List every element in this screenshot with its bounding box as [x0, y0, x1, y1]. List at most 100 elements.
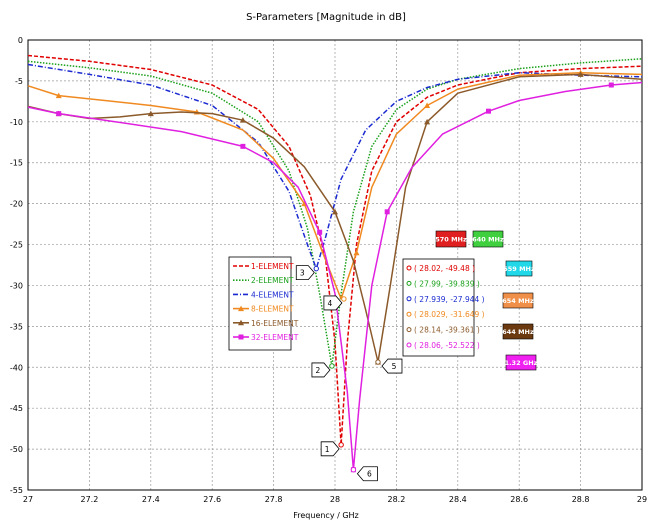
x-tick-label: 27.6 — [203, 495, 221, 504]
x-tick-label: 28.2 — [387, 495, 405, 504]
marker-1: 1 — [320, 441, 344, 457]
legend-label: 4-ELEMENT — [251, 290, 294, 299]
marker-4: 4 — [323, 295, 347, 311]
legend-label: 1-ELEMENT — [251, 262, 294, 271]
legend-entry: 2-ELEMENT — [233, 276, 294, 285]
legend-marker — [238, 334, 244, 340]
series-1-element — [27, 54, 643, 446]
x-axis-label: Frequency / GHz — [293, 511, 359, 520]
y-tick-label: -45 — [10, 404, 23, 413]
badge-bg — [502, 323, 534, 340]
marker-flag — [311, 362, 331, 378]
readout-text: ( 27.99, -39.839 ) — [414, 279, 480, 288]
y-axis-ticks: 0 -5 -10 -15 -20 -25 -30 -35 -40 -45 -50 -55 — [10, 36, 23, 495]
marker-flag — [356, 466, 378, 482]
series-point — [55, 92, 62, 99]
series-point — [424, 118, 431, 125]
readout-dot — [406, 311, 412, 317]
legend-label: 8-ELEMENT — [251, 305, 294, 314]
badge-label: 654 MHz — [502, 297, 534, 305]
bandwidth-badge: 640 MHz — [472, 230, 504, 248]
readout-row: ( 28.14, -39.361 ) — [406, 326, 480, 335]
marker-point — [350, 467, 357, 473]
series-point — [239, 117, 246, 123]
curve-markers: 1 2 3 4 5 6 — [295, 265, 403, 482]
x-tick-label: 29 — [637, 495, 647, 504]
readout-text: ( 28.06, -52.522 ) — [414, 341, 480, 350]
readout-text: ( 27.939, -27.944 ) — [414, 295, 485, 304]
legend-entry: 4-ELEMENT — [233, 290, 294, 299]
y-tick-label: -10 — [10, 118, 23, 127]
badge-bg — [435, 230, 467, 248]
bandwidth-badge: 1.32 GHz — [505, 354, 538, 371]
x-axis-ticks: 27 27.2 27.4 27.6 27.8 28 28.2 28.4 28.6 28.8 29 — [23, 495, 647, 504]
marker-point — [313, 265, 319, 272]
badge-bg — [505, 354, 537, 371]
series-point — [317, 229, 323, 235]
marker-label: 2 — [316, 366, 321, 375]
bandwidth-badge: 559 MHz — [503, 260, 535, 277]
series-line — [27, 63, 643, 270]
marker-2: 2 — [311, 362, 335, 378]
readout-row: ( 28.029, -31.649 ) — [406, 310, 485, 319]
legend-entry: 32-ELEMENT — [233, 333, 299, 342]
x-tick-label: 27.8 — [265, 495, 283, 504]
badge-label: 644 MHz — [502, 328, 534, 336]
readout-dot — [406, 280, 412, 286]
readout-dot — [406, 342, 412, 348]
readout-text: ( 28.029, -31.649 ) — [414, 310, 485, 319]
legend-entry: 16-ELEMENT — [233, 319, 299, 328]
x-tick-label: 28 — [330, 495, 340, 504]
y-tick-label: -20 — [10, 200, 23, 209]
x-tick-label: 28.8 — [572, 495, 590, 504]
marker-flag — [323, 295, 343, 311]
series-point — [147, 110, 154, 117]
x-tick-label: 27 — [23, 495, 33, 504]
series-point — [353, 249, 360, 256]
badge-bg — [505, 260, 533, 277]
legend-entry: 1-ELEMENT — [233, 262, 294, 271]
bandwidth-badge: 654 MHz — [502, 292, 534, 309]
legend-marker — [238, 305, 244, 312]
series-point — [332, 208, 338, 215]
bandwidth-badges: 570 MHz 640 MHz 559 MHz 654 MHz 644 MHz 1.32 … — [435, 230, 538, 371]
chart-title: S-Parameters [Magnitude in dB] — [246, 12, 406, 23]
marker-point — [375, 359, 381, 365]
series-4-element — [27, 63, 643, 270]
readout-box — [402, 258, 475, 357]
series-point — [240, 143, 246, 149]
marker-point — [338, 442, 344, 448]
series-point — [608, 82, 614, 88]
badge-bg — [472, 230, 504, 248]
marker-flag — [320, 441, 340, 457]
readout-row: ( 28.06, -52.522 ) — [406, 341, 480, 350]
y-tick-label: -15 — [10, 159, 23, 168]
readout-dot — [406, 265, 412, 271]
series-point — [424, 102, 431, 108]
badge-label: 559 MHz — [503, 265, 535, 273]
series-point — [384, 209, 390, 215]
bandwidth-badge: 570 MHz — [435, 230, 467, 248]
legend: 1-ELEMENT 2-ELEMENT 4-ELEMENT 8-ELEMENT 16-E… — [228, 256, 299, 351]
marker-3: 3 — [295, 265, 319, 281]
marker-label: 1 — [325, 445, 330, 454]
x-tick-label: 28.6 — [510, 495, 528, 504]
legend-label: 2-ELEMENT — [251, 276, 294, 285]
y-tick-label: -50 — [10, 445, 23, 454]
readout-row: ( 28.02, -49.48 ) — [406, 264, 475, 273]
marker-flag — [381, 358, 403, 374]
marker-label: 6 — [367, 470, 372, 479]
y-tick-label: -35 — [10, 322, 23, 331]
series-line — [27, 54, 643, 446]
marker-point — [341, 296, 347, 302]
y-tick-label: 0 — [18, 36, 23, 45]
badge-bg — [502, 292, 534, 309]
x-tick-label: 28.4 — [449, 495, 467, 504]
grid — [28, 40, 642, 490]
marker-6: 6 — [350, 466, 378, 482]
badge-label: 640 MHz — [472, 236, 504, 244]
y-tick-label: -30 — [10, 281, 23, 290]
bandwidth-badge: 644 MHz — [502, 323, 534, 340]
x-tick-label: 27.4 — [142, 495, 160, 504]
marker-label: 4 — [328, 299, 333, 308]
